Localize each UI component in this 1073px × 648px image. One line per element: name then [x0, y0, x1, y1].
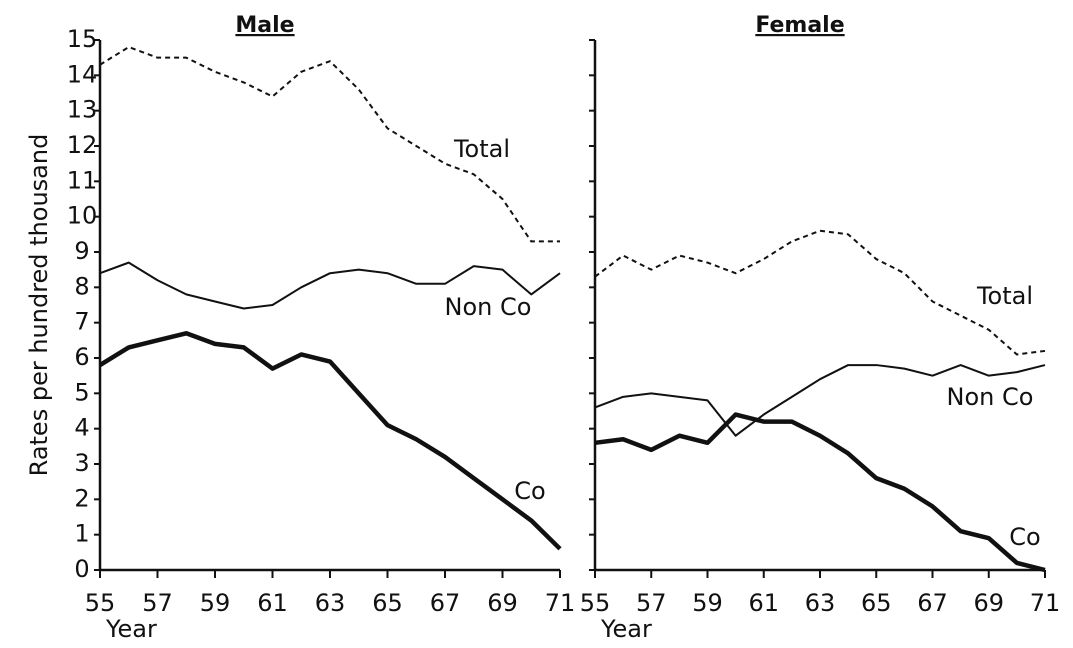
y-tick-label: 10	[67, 202, 98, 230]
y-axis-label: Rates per hundred thousand	[25, 134, 53, 477]
x-tick-label: 59	[200, 589, 231, 617]
x-tick-label: 65	[861, 589, 892, 617]
x-tick-label: 55	[580, 589, 611, 617]
series-label: Co	[1009, 523, 1040, 551]
y-tick-label: 3	[74, 449, 89, 477]
y-tick-label: 0	[74, 555, 89, 583]
y-tick-label: 11	[67, 166, 98, 194]
panel-title: Female	[755, 13, 844, 38]
y-tick-label: 5	[74, 378, 89, 406]
x-tick-label: 63	[805, 589, 836, 617]
y-tick-label: 13	[67, 96, 98, 124]
x-tick-label: 59	[692, 589, 723, 617]
x-tick-label: 67	[917, 589, 948, 617]
x-axis-label: Year	[600, 615, 652, 643]
series-label: Non Co	[445, 293, 532, 321]
series-label: Non Co	[947, 383, 1034, 411]
series-line	[594, 364, 1046, 437]
y-tick-label: 4	[74, 414, 89, 442]
x-tick-label: 61	[748, 589, 779, 617]
x-tick-label: 71	[545, 589, 576, 617]
series-label: Total	[976, 282, 1033, 310]
series-label: Co	[514, 477, 545, 505]
series-line	[98, 331, 562, 551]
x-tick-label: 63	[315, 589, 346, 617]
x-tick-label: 71	[1030, 589, 1061, 617]
y-tick-label: 14	[67, 60, 98, 88]
x-tick-label: 69	[487, 589, 518, 617]
x-tick-label: 57	[636, 589, 667, 617]
x-tick-label: 57	[142, 589, 173, 617]
x-tick-label: 69	[973, 589, 1004, 617]
y-tick-label: 8	[74, 272, 89, 300]
x-tick-label: 65	[372, 589, 403, 617]
series-label: Total	[453, 135, 510, 163]
y-tick-label: 1	[74, 520, 89, 548]
x-axis-label: Year	[105, 615, 157, 643]
series-line	[594, 412, 1046, 573]
y-tick-label: 12	[67, 131, 98, 159]
x-tick-label: 61	[257, 589, 288, 617]
series-line	[99, 46, 560, 243]
y-tick-label: 15	[67, 25, 98, 53]
series-line	[99, 261, 561, 310]
y-tick-label: 2	[74, 484, 89, 512]
y-tick-label: 6	[74, 343, 89, 371]
y-tick-label: 9	[74, 237, 89, 265]
x-tick-label: 55	[85, 589, 116, 617]
x-tick-label: 67	[430, 589, 461, 617]
panel-title: Male	[235, 13, 294, 38]
y-tick-label: 7	[74, 308, 89, 336]
